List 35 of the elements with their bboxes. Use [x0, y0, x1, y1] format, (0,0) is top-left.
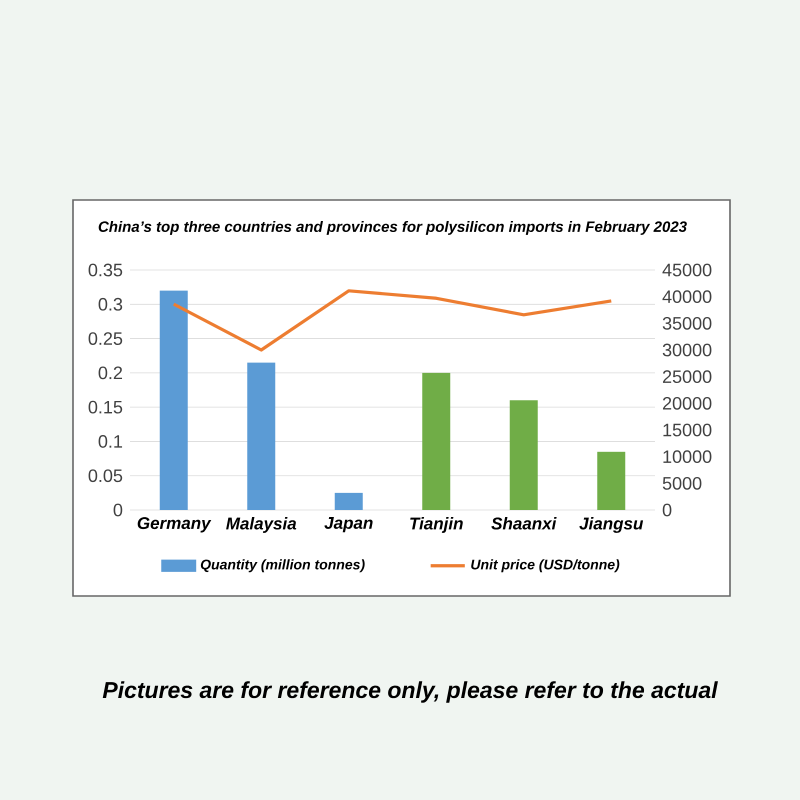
y-tick-label: 0.2: [98, 366, 122, 380]
y2-tick-label: 5000: [662, 476, 702, 490]
y2-tick-label: 25000: [662, 370, 712, 384]
y2-tick-label: 15000: [663, 424, 712, 436]
x-tick-label: Germany: [138, 517, 212, 532]
x-tick-label: Japan: [324, 517, 373, 532]
y-tick-label: 0.3: [98, 298, 122, 311]
y-tick-label: 0.25: [88, 332, 122, 345]
x-tick-label: Jiangsu: [579, 517, 644, 533]
y-tick-label: 0: [114, 504, 122, 516]
y2-tick-label: 35000: [662, 316, 712, 330]
line-series: [172, 289, 613, 352]
bar: [422, 372, 450, 510]
y2-tick-label: 30000: [662, 344, 712, 356]
y-tick-label: 0.05: [88, 469, 122, 482]
y-tick-label: 0.1: [98, 435, 122, 448]
bar: [334, 492, 363, 510]
bar: [597, 452, 626, 510]
legend-label: Unit price (USD/tonne): [471, 559, 620, 572]
chart-title: China’s top three countries and provinces for polysilicon imports in February 2023: [98, 220, 687, 235]
text: Pictures are for reference only, please refer to the actual: [102, 681, 718, 703]
y2-tick-label: 40000: [662, 290, 712, 304]
x-tick-label: Malaysia: [226, 517, 296, 533]
y2-tick-label: 0: [662, 504, 672, 516]
bar: [247, 362, 276, 510]
legend-label: Quantity (million tonnes): [200, 559, 365, 572]
y2-tick-label: 20000: [662, 396, 712, 410]
x-tick-label: Tianjin: [410, 517, 463, 533]
x-tick-label: Shaanxi: [491, 517, 557, 530]
y2-tick-label: 10000: [663, 450, 712, 464]
y-tick-label: 0.35: [88, 264, 122, 276]
y2-tick-label: 45000: [662, 264, 712, 276]
bar: [510, 400, 538, 510]
bar: [160, 290, 188, 510]
y-tick-label: 0.15: [88, 400, 122, 414]
